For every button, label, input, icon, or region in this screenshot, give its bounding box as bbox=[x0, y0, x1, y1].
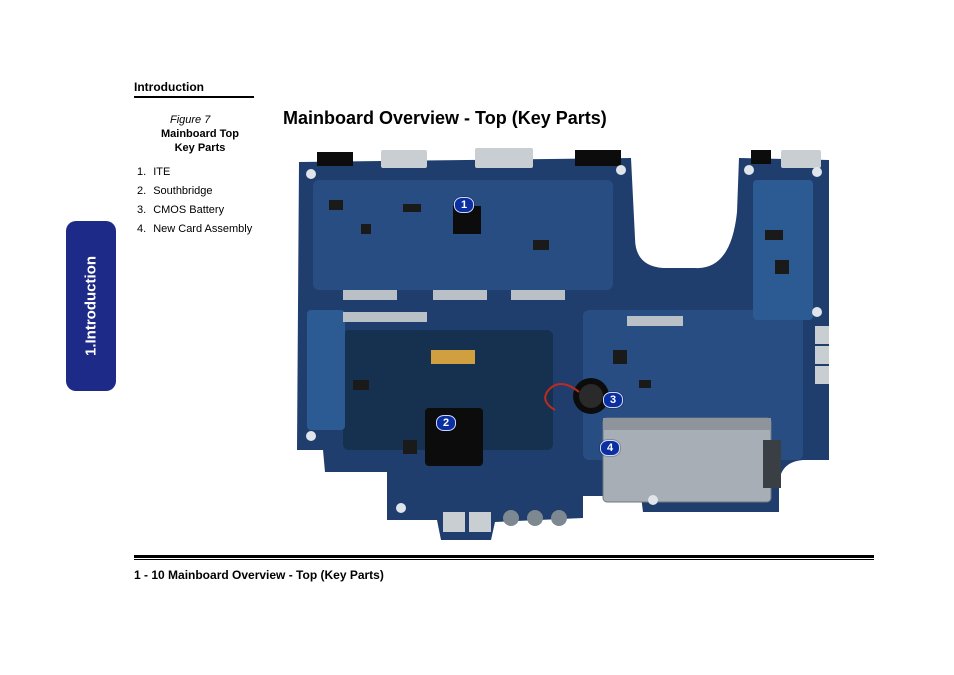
bottom-port bbox=[443, 512, 465, 532]
screw-hole bbox=[396, 503, 406, 513]
edge-connector bbox=[381, 150, 427, 168]
mainboard-figure bbox=[283, 140, 843, 540]
smt-chip bbox=[533, 240, 549, 250]
ffc-connector bbox=[343, 290, 397, 300]
callout-num: 1 bbox=[461, 199, 467, 211]
card-cage bbox=[603, 418, 771, 502]
parts-list-num: 1. bbox=[136, 164, 150, 181]
parts-list-name: New Card Assembly bbox=[152, 221, 253, 238]
screw-hole bbox=[744, 165, 754, 175]
board-sticker bbox=[431, 350, 475, 364]
callout-num: 3 bbox=[610, 394, 616, 406]
edge-connector bbox=[317, 152, 353, 166]
card-cage-lip bbox=[603, 418, 771, 430]
screw-hole bbox=[812, 167, 822, 177]
screw-hole bbox=[306, 169, 316, 179]
section-header-rule bbox=[134, 96, 254, 98]
parts-list-item: 1.ITE bbox=[136, 164, 253, 181]
callout-num: 2 bbox=[443, 417, 449, 429]
parts-list-item: 2.Southbridge bbox=[136, 183, 253, 200]
parts-list-name: CMOS Battery bbox=[152, 202, 253, 219]
page-root: 1.Introduction Introduction Figure 7 Mai… bbox=[0, 0, 954, 675]
mainboard-svg bbox=[283, 140, 843, 540]
audio-jack bbox=[503, 510, 519, 526]
parts-list-name: ITE bbox=[152, 164, 253, 181]
screw-hole bbox=[812, 307, 822, 317]
card-slot-opening bbox=[763, 440, 781, 488]
edge-connector bbox=[781, 150, 821, 168]
callout-badge-2: 2 bbox=[436, 415, 456, 431]
page-number-line: 1 - 10 Mainboard Overview - Top (Key Par… bbox=[134, 568, 384, 582]
side-tab-label: 1.Introduction bbox=[83, 256, 100, 356]
section-header: Introduction bbox=[134, 80, 204, 94]
callout-num: 4 bbox=[607, 442, 613, 454]
pcb-texture bbox=[753, 180, 813, 320]
side-port bbox=[815, 366, 829, 384]
bottom-port bbox=[469, 512, 491, 532]
parts-list-num: 4. bbox=[136, 221, 150, 238]
callout-badge-1: 1 bbox=[454, 197, 474, 213]
parts-list-num: 3. bbox=[136, 202, 150, 219]
smt-chip bbox=[765, 230, 783, 240]
ffc-connector bbox=[343, 312, 427, 322]
parts-list: 1.ITE 2.Southbridge 3.CMOS Battery 4.New… bbox=[134, 162, 255, 239]
smt-chip bbox=[329, 200, 343, 210]
pcb-texture bbox=[307, 310, 345, 430]
side-port bbox=[815, 326, 829, 344]
parts-list-item: 4.New Card Assembly bbox=[136, 221, 253, 238]
parts-list-item: 3.CMOS Battery bbox=[136, 202, 253, 219]
page-title: Mainboard Overview - Top (Key Parts) bbox=[283, 108, 607, 129]
cmos-battery-top bbox=[579, 384, 603, 408]
smt-chip bbox=[613, 350, 627, 364]
ffc-connector bbox=[627, 316, 683, 326]
smt-chip bbox=[775, 260, 789, 274]
footer-rule-thin bbox=[134, 559, 874, 560]
footer-rule bbox=[134, 555, 874, 558]
screw-hole bbox=[306, 431, 316, 441]
screw-hole bbox=[616, 165, 626, 175]
edge-connector bbox=[751, 150, 771, 164]
callout-badge-3: 3 bbox=[603, 392, 623, 408]
figure-number: Figure 7 bbox=[170, 114, 210, 126]
ffc-connector bbox=[511, 290, 565, 300]
parts-list-name: Southbridge bbox=[152, 183, 253, 200]
edge-connector bbox=[575, 150, 621, 166]
smt-chip bbox=[353, 380, 369, 390]
audio-jack bbox=[551, 510, 567, 526]
smt-chip bbox=[361, 224, 371, 234]
side-tab: 1.Introduction bbox=[66, 221, 116, 391]
smt-chip bbox=[403, 204, 421, 212]
smt-chip bbox=[403, 440, 417, 454]
edge-connector bbox=[475, 148, 533, 168]
smt-chip bbox=[639, 380, 651, 388]
screw-hole bbox=[648, 495, 658, 505]
ffc-connector bbox=[433, 290, 487, 300]
side-port bbox=[815, 346, 829, 364]
parts-list-num: 2. bbox=[136, 183, 150, 200]
callout-badge-4: 4 bbox=[600, 440, 620, 456]
audio-jack bbox=[527, 510, 543, 526]
figure-title: Mainboard Top Key Parts bbox=[150, 128, 250, 156]
